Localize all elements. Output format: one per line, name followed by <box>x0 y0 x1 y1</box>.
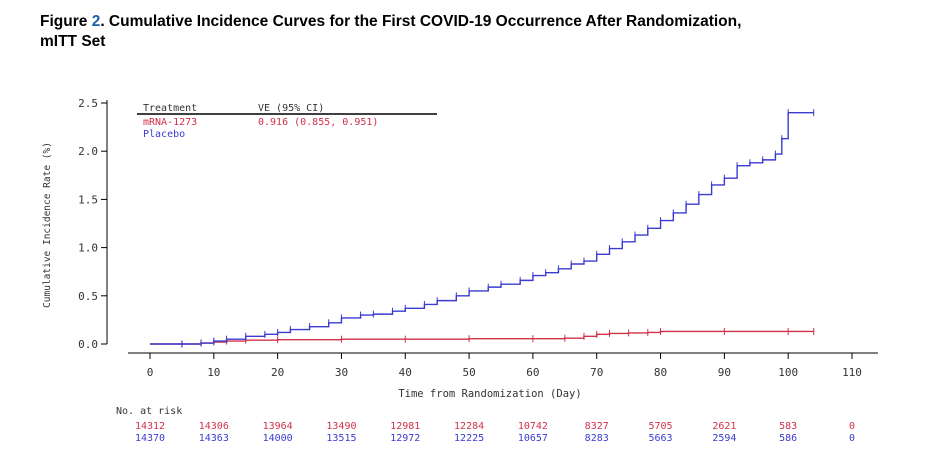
x-tick-label: 50 <box>462 366 475 379</box>
legend-item-mrna: mRNA-1273 <box>143 117 197 128</box>
risk-value: 586 <box>779 433 797 444</box>
risk-table-label: No. at risk <box>116 406 182 417</box>
x-tick-label: 90 <box>718 366 731 379</box>
risk-value: 8283 <box>585 433 609 444</box>
x-tick-label: 100 <box>778 366 798 379</box>
figure-title: Figure 2. Cumulative Incidence Curves fo… <box>40 12 900 52</box>
figure-title-text: . Cumulative Incidence Curves for the Fi… <box>100 13 742 30</box>
figure-title-line2: mITT Set <box>40 33 106 50</box>
x-tick-label: 110 <box>842 366 862 379</box>
risk-value: 2621 <box>712 421 736 432</box>
risk-value: 14000 <box>263 433 293 444</box>
risk-value: 5705 <box>648 421 672 432</box>
risk-value: 12284 <box>454 421 484 432</box>
risk-value: 12981 <box>390 421 420 432</box>
risk-value: 14312 <box>135 421 165 432</box>
series-line-placebo <box>150 111 814 345</box>
x-tick-label: 70 <box>590 366 603 379</box>
chart-legend: Treatment VE (95% CI) mRNA-1273 0.916 (0… <box>137 103 437 140</box>
series-line-mrna-1273 <box>150 330 814 345</box>
risk-value: 10657 <box>518 433 548 444</box>
risk-value: 5663 <box>648 433 672 444</box>
legend-header-treatment: Treatment <box>143 103 197 114</box>
chart-series <box>150 109 815 348</box>
x-tick-label: 30 <box>335 366 348 379</box>
x-tick-label: 0 <box>147 366 154 379</box>
y-tick-label: 0.5 <box>78 290 98 303</box>
figure-label: Figure <box>40 13 88 30</box>
x-tick-label: 10 <box>207 366 220 379</box>
risk-value: 13515 <box>326 433 356 444</box>
x-axis-label: Time from Randomization (Day) <box>398 388 581 400</box>
risk-value: 12225 <box>454 433 484 444</box>
y-tick-label: 1.5 <box>78 193 98 206</box>
legend-header-ve: VE (95% CI) <box>258 103 324 114</box>
risk-value: 0 <box>849 433 855 444</box>
risk-value: 12972 <box>390 433 420 444</box>
legend-item-placebo: Placebo <box>143 129 185 140</box>
x-tick-label: 80 <box>654 366 667 379</box>
risk-value: 10742 <box>518 421 548 432</box>
y-tick-label: 0.0 <box>78 338 98 351</box>
risk-value: 0 <box>849 421 855 432</box>
y-tick-label: 2.5 <box>78 97 98 110</box>
risk-value: 14370 <box>135 433 165 444</box>
risk-value: 8327 <box>585 421 609 432</box>
y-axis-label: Cumulative Incidence Rate (%) <box>42 142 53 308</box>
x-tick-label: 20 <box>271 366 284 379</box>
risk-value: 13490 <box>326 421 356 432</box>
risk-value: 2594 <box>712 433 736 444</box>
x-tick-label: 60 <box>526 366 539 379</box>
figure-number: 2 <box>91 13 101 30</box>
risk-value: 583 <box>779 421 797 432</box>
x-tick-label: 40 <box>399 366 412 379</box>
risk-table: No. at risk 14312 14306 13964 13490 12981 122… <box>116 406 855 444</box>
risk-value: 14306 <box>199 421 229 432</box>
y-tick-label: 2.0 <box>78 145 98 158</box>
chart-axes: 0.0 0.5 1.0 1.5 2.0 2.5 0 10 20 30 40 50 60 70 80 90 100… <box>78 97 878 379</box>
risk-value: 13964 <box>263 421 293 432</box>
legend-item-mrna-ve: 0.916 (0.855, 0.951) <box>258 117 378 128</box>
y-tick-label: 1.0 <box>78 242 98 255</box>
risk-value: 14363 <box>199 433 229 444</box>
